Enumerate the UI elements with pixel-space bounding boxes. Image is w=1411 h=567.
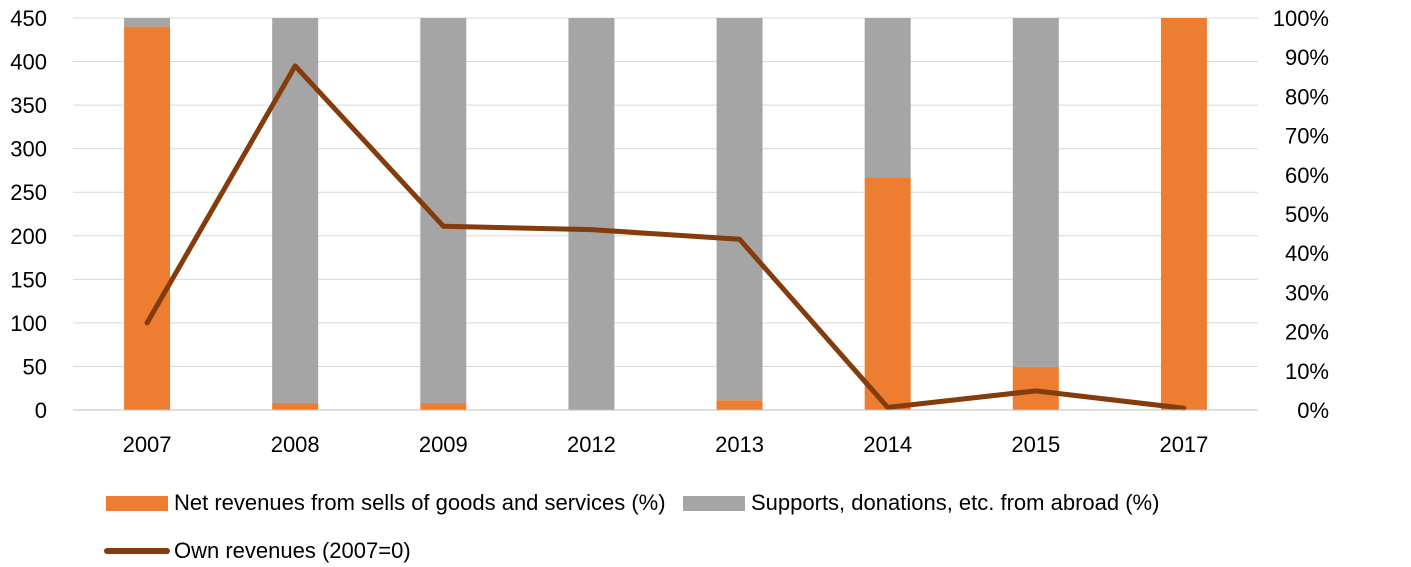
y-right-tick-label: 90% xyxy=(1285,45,1329,70)
bar-supports xyxy=(716,18,763,401)
y-left-tick-label: 50 xyxy=(23,354,47,379)
y-axis-left: 0 50 100 150 200 250 300 350 400 450 xyxy=(10,6,47,423)
y-right-tick-label: 60% xyxy=(1285,163,1329,188)
y-right-tick-label: 20% xyxy=(1285,320,1329,345)
y-right-tick-label: 40% xyxy=(1285,241,1329,266)
y-axis-right: 0% 10% 20% 30% 40% 50% 60% 70% 80% 90% 100% xyxy=(1273,6,1329,423)
x-tick-label: 2017 xyxy=(1159,432,1208,457)
y-right-tick-label: 50% xyxy=(1285,202,1329,227)
bar-net-revenues xyxy=(272,402,319,410)
y-left-tick-label: 0 xyxy=(35,398,47,423)
x-tick-label: 2009 xyxy=(419,432,468,457)
x-tick-label: 2015 xyxy=(1011,432,1060,457)
bar-net-revenues xyxy=(1160,18,1207,410)
bar-supports xyxy=(568,18,615,410)
gridlines xyxy=(73,17,1258,411)
y-left-tick-label: 450 xyxy=(10,6,47,31)
bar-supports xyxy=(1012,18,1059,367)
bar-supports xyxy=(124,18,171,27)
x-tick-label: 2012 xyxy=(567,432,616,457)
x-tick-label: 2013 xyxy=(715,432,764,457)
x-tick-label: 2014 xyxy=(863,432,912,457)
y-right-tick-label: 100% xyxy=(1273,6,1329,31)
bar-supports xyxy=(864,18,911,178)
y-left-tick-label: 350 xyxy=(10,93,47,118)
y-left-tick-label: 200 xyxy=(10,224,47,249)
y-right-tick-label: 30% xyxy=(1285,280,1329,305)
x-tick-label: 2008 xyxy=(271,432,320,457)
y-right-tick-label: 0% xyxy=(1297,398,1329,423)
bar-net-revenues xyxy=(716,400,763,410)
x-axis: 2007 2008 2009 2012 2013 2014 2015 2017 xyxy=(73,409,1258,457)
bar-supports xyxy=(272,18,319,403)
own-revenues-polyline xyxy=(144,63,1187,411)
y-right-tick-label: 80% xyxy=(1285,84,1329,109)
y-left-tick-label: 100 xyxy=(10,311,47,336)
y-left-tick-label: 400 xyxy=(10,50,47,75)
x-tick-label: 2007 xyxy=(123,432,172,457)
own-revenues-line xyxy=(144,63,1187,411)
y-left-tick-label: 250 xyxy=(10,180,47,205)
bar-net-revenues xyxy=(864,177,911,410)
y-right-tick-label: 10% xyxy=(1285,359,1329,384)
bar-net-revenues xyxy=(420,402,467,410)
y-left-tick-label: 150 xyxy=(10,267,47,292)
bar-net-revenues xyxy=(124,26,171,411)
y-left-tick-label: 300 xyxy=(10,137,47,162)
y-right-tick-label: 70% xyxy=(1285,124,1329,149)
